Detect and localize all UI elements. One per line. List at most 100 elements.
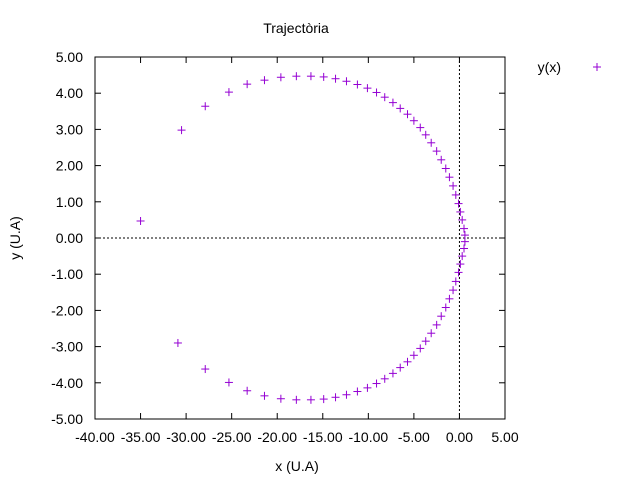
x-tick-label: -15.00: [303, 429, 343, 445]
data-point: [460, 224, 468, 233]
data-point: [177, 126, 186, 135]
data-point: [319, 72, 328, 81]
legend-marker: [593, 63, 601, 71]
y-tick-label: -3.00: [51, 339, 83, 355]
zero-axis-lines: [95, 57, 505, 419]
data-point: [306, 395, 315, 404]
data-point: [353, 387, 362, 396]
data-point: [201, 365, 210, 374]
data-point: [276, 394, 285, 403]
data-point: [363, 84, 372, 93]
data-point: [201, 102, 210, 111]
data-point: [396, 363, 405, 372]
x-tick-label: 5.00: [491, 429, 518, 445]
data-point: [437, 312, 446, 321]
data-point: [458, 215, 467, 224]
data-point: [409, 351, 418, 360]
data-point: [441, 303, 450, 312]
data-point: [460, 244, 468, 253]
data-point: [451, 277, 460, 286]
legend: y(x): [538, 59, 601, 75]
data-point: [136, 216, 145, 225]
data-point: [403, 357, 412, 366]
x-tick-label: -30.00: [166, 429, 206, 445]
data-point: [416, 344, 425, 353]
data-point: [454, 199, 463, 208]
data-point: [292, 72, 301, 81]
data-point: [306, 72, 315, 81]
x-tick-label: -10.00: [348, 429, 388, 445]
data-point: [454, 268, 463, 277]
data-point: [456, 207, 465, 216]
data-point: [292, 395, 301, 404]
data-point: [451, 190, 460, 199]
data-point: [380, 374, 389, 383]
data-point: [342, 77, 351, 86]
data-point: [276, 73, 285, 82]
x-tick-label: 0.00: [446, 429, 473, 445]
data-point: [427, 329, 436, 338]
x-tick-label: -25.00: [212, 429, 252, 445]
data-point: [403, 110, 412, 119]
data-point: [173, 338, 182, 347]
y-tick-label: 4.00: [56, 85, 83, 101]
data-point: [421, 337, 430, 346]
data-point: [331, 393, 340, 402]
y-tick-label: -2.00: [51, 302, 83, 318]
data-point: [260, 391, 269, 400]
data-point: [458, 252, 467, 261]
y-tick-label: -5.00: [51, 411, 83, 427]
x-axis-label: x (U.A): [275, 458, 319, 474]
data-point: [388, 369, 397, 378]
data-point: [224, 88, 233, 97]
data-point: [396, 104, 405, 113]
data-point: [449, 181, 458, 190]
axis-ticks: [94, 56, 506, 420]
data-point: [460, 237, 469, 246]
data-point: [372, 379, 381, 388]
data-point: [445, 294, 454, 303]
data-point: [445, 173, 454, 182]
data-point: [342, 390, 351, 399]
legend-marker-plus: [593, 63, 601, 71]
data-point: [427, 138, 436, 147]
y-tick-label: 5.00: [56, 49, 83, 65]
data-point: [432, 320, 441, 329]
data-point: [456, 260, 465, 269]
data-point: [441, 164, 450, 173]
y-tick-labels: -5.00 -4.00 -3.00 -2.00 -1.00 0.00 1.00 2.00 3.0…: [51, 49, 83, 427]
y-axis-label: y (U.A): [7, 216, 23, 260]
y-tick-label: 0.00: [56, 230, 83, 246]
x-tick-label: -20.00: [257, 429, 297, 445]
y-tick-label: 3.00: [56, 121, 83, 137]
x-tick-label: -40.00: [75, 429, 115, 445]
data-point: [437, 155, 446, 164]
data-point: [224, 378, 233, 387]
chart-title: Trajectòria: [263, 20, 329, 36]
legend-label: y(x): [538, 59, 561, 75]
data-point: [363, 383, 372, 392]
data-points: [136, 72, 469, 404]
data-point: [409, 116, 418, 125]
data-point: [432, 147, 441, 156]
x-tick-label: -5.00: [398, 429, 430, 445]
data-point: [421, 130, 430, 139]
data-point: [388, 98, 397, 107]
y-tick-label: 1.00: [56, 194, 83, 210]
data-point: [331, 74, 340, 83]
y-tick-label: -1.00: [51, 266, 83, 282]
data-point: [372, 88, 381, 97]
y-tick-label: -4.00: [51, 375, 83, 391]
x-tick-labels: -40.00 -35.00 -30.00 -25.00 -20.00 -15.00 -10.…: [75, 429, 519, 445]
x-tick-label: -35.00: [121, 429, 161, 445]
data-point: [353, 80, 362, 89]
y-tick-label: 2.00: [56, 158, 83, 174]
data-point: [319, 395, 328, 404]
data-point: [416, 123, 425, 132]
data-point: [243, 386, 252, 395]
data-point: [380, 93, 389, 102]
data-point: [260, 76, 269, 85]
data-point: [449, 286, 458, 295]
data-point: [243, 80, 252, 89]
